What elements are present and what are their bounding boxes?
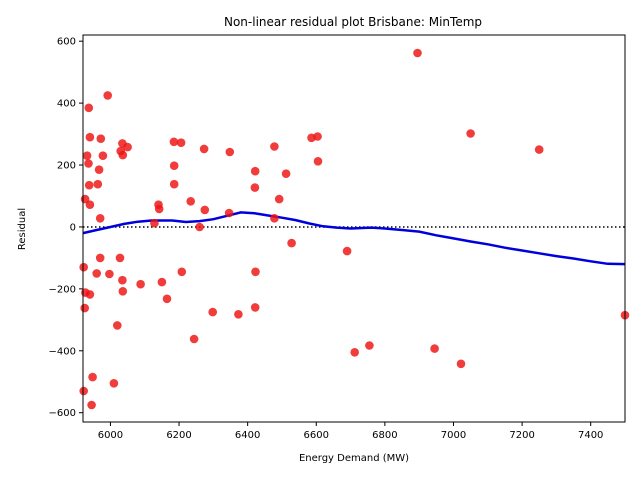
scatter-point bbox=[84, 180, 94, 190]
scatter-point bbox=[270, 142, 279, 151]
scatter-point bbox=[365, 341, 374, 350]
x-tick-label: 6400 bbox=[235, 430, 260, 441]
plot-area bbox=[79, 34, 630, 423]
scatter-point bbox=[313, 157, 323, 166]
scatter-point bbox=[169, 179, 179, 189]
scatter-point bbox=[95, 214, 105, 223]
scatter-point bbox=[270, 214, 279, 223]
scatter-point bbox=[176, 138, 186, 147]
scatter-point bbox=[199, 144, 209, 154]
y-tick-label: 400 bbox=[57, 99, 76, 110]
scatter-point bbox=[157, 277, 167, 287]
scatter-point bbox=[234, 310, 243, 319]
x-tick-label: 7400 bbox=[578, 430, 603, 441]
scatter-point bbox=[225, 147, 235, 157]
scatter-point bbox=[251, 267, 260, 277]
scatter-point bbox=[85, 132, 95, 142]
scatter-point bbox=[84, 103, 94, 113]
scatter-point bbox=[186, 197, 195, 206]
scatter-point bbox=[534, 145, 544, 154]
x-tick-label: 6600 bbox=[304, 430, 329, 441]
scatter-point bbox=[123, 142, 132, 152]
x-axis-ticks: 6000 6200 6400 6600 6800 7000 7200 7400 bbox=[98, 422, 603, 441]
scatter-point bbox=[118, 275, 127, 285]
scatter-point bbox=[82, 151, 92, 160]
fit-line-layer bbox=[82, 211, 626, 266]
scatter-point bbox=[150, 218, 159, 228]
scatter-point bbox=[94, 165, 104, 174]
scatter-point bbox=[87, 400, 96, 410]
x-tick-label: 7200 bbox=[509, 430, 534, 441]
scatter-point bbox=[287, 238, 296, 248]
scatter-point bbox=[79, 262, 88, 272]
scatter-point bbox=[85, 200, 95, 209]
scatter-point bbox=[342, 246, 352, 256]
scatter-point bbox=[189, 334, 199, 344]
scatter-point bbox=[118, 150, 128, 160]
y-tick-label: −200 bbox=[49, 284, 76, 295]
scatter-point bbox=[84, 159, 93, 168]
scatter-point bbox=[250, 166, 260, 176]
x-tick-label: 6000 bbox=[98, 430, 123, 441]
scatter-point bbox=[109, 379, 119, 388]
scatter-point bbox=[313, 132, 322, 141]
scatter-point bbox=[98, 151, 108, 160]
scatter-point bbox=[154, 204, 164, 214]
scatter-point bbox=[466, 129, 475, 138]
scatter-point bbox=[169, 137, 179, 147]
axes-border bbox=[82, 34, 626, 423]
scatter-point bbox=[195, 222, 204, 232]
scatter-point bbox=[88, 372, 97, 382]
x-axis-label: Energy Demand (MW) bbox=[299, 453, 409, 464]
y-tick-label: −600 bbox=[49, 408, 76, 419]
scatter-point bbox=[95, 253, 105, 263]
scatter-point bbox=[250, 183, 260, 192]
scatter-point bbox=[162, 294, 172, 304]
scatter-point bbox=[200, 205, 210, 215]
scatter-point bbox=[224, 208, 234, 218]
x-tick-label: 6800 bbox=[372, 430, 397, 441]
scatter-point bbox=[93, 179, 103, 189]
scatter-point bbox=[274, 194, 284, 204]
x-tick-label: 7000 bbox=[441, 430, 466, 441]
scatter-point bbox=[105, 269, 114, 279]
scatter-point bbox=[136, 279, 145, 289]
scatter-point bbox=[456, 359, 466, 369]
fit-line bbox=[82, 211, 626, 266]
scatter-point bbox=[118, 287, 128, 296]
y-tick-label: 0 bbox=[70, 222, 76, 233]
chart-title: Non-linear residual plot Brisbane: MinTe… bbox=[224, 15, 482, 29]
scatter-point bbox=[413, 48, 422, 58]
y-axis-ticks: −600 −400 −200 0 200 400 600 bbox=[49, 37, 83, 419]
scatter-point bbox=[79, 386, 88, 396]
scatter-point bbox=[85, 290, 95, 299]
x-tick-label: 6200 bbox=[166, 430, 191, 441]
y-tick-label: 600 bbox=[57, 37, 76, 48]
scatter-point bbox=[281, 169, 291, 178]
scatter-point bbox=[113, 321, 122, 330]
scatter-point bbox=[208, 307, 217, 317]
scatter-point bbox=[80, 303, 89, 313]
scatter-point bbox=[103, 91, 112, 100]
y-axis-label: Residual bbox=[17, 208, 28, 250]
scatter-points-layer bbox=[79, 48, 630, 410]
scatter-point bbox=[96, 134, 106, 143]
scatter-point bbox=[115, 253, 125, 263]
scatter-point bbox=[169, 161, 179, 170]
scatter-point bbox=[430, 344, 439, 353]
y-tick-label: 200 bbox=[57, 161, 76, 172]
y-tick-label: −400 bbox=[49, 346, 76, 357]
scatter-point bbox=[350, 348, 360, 357]
scatter-point bbox=[92, 269, 101, 278]
scatter-point bbox=[250, 303, 260, 312]
scatter-point bbox=[177, 267, 187, 277]
